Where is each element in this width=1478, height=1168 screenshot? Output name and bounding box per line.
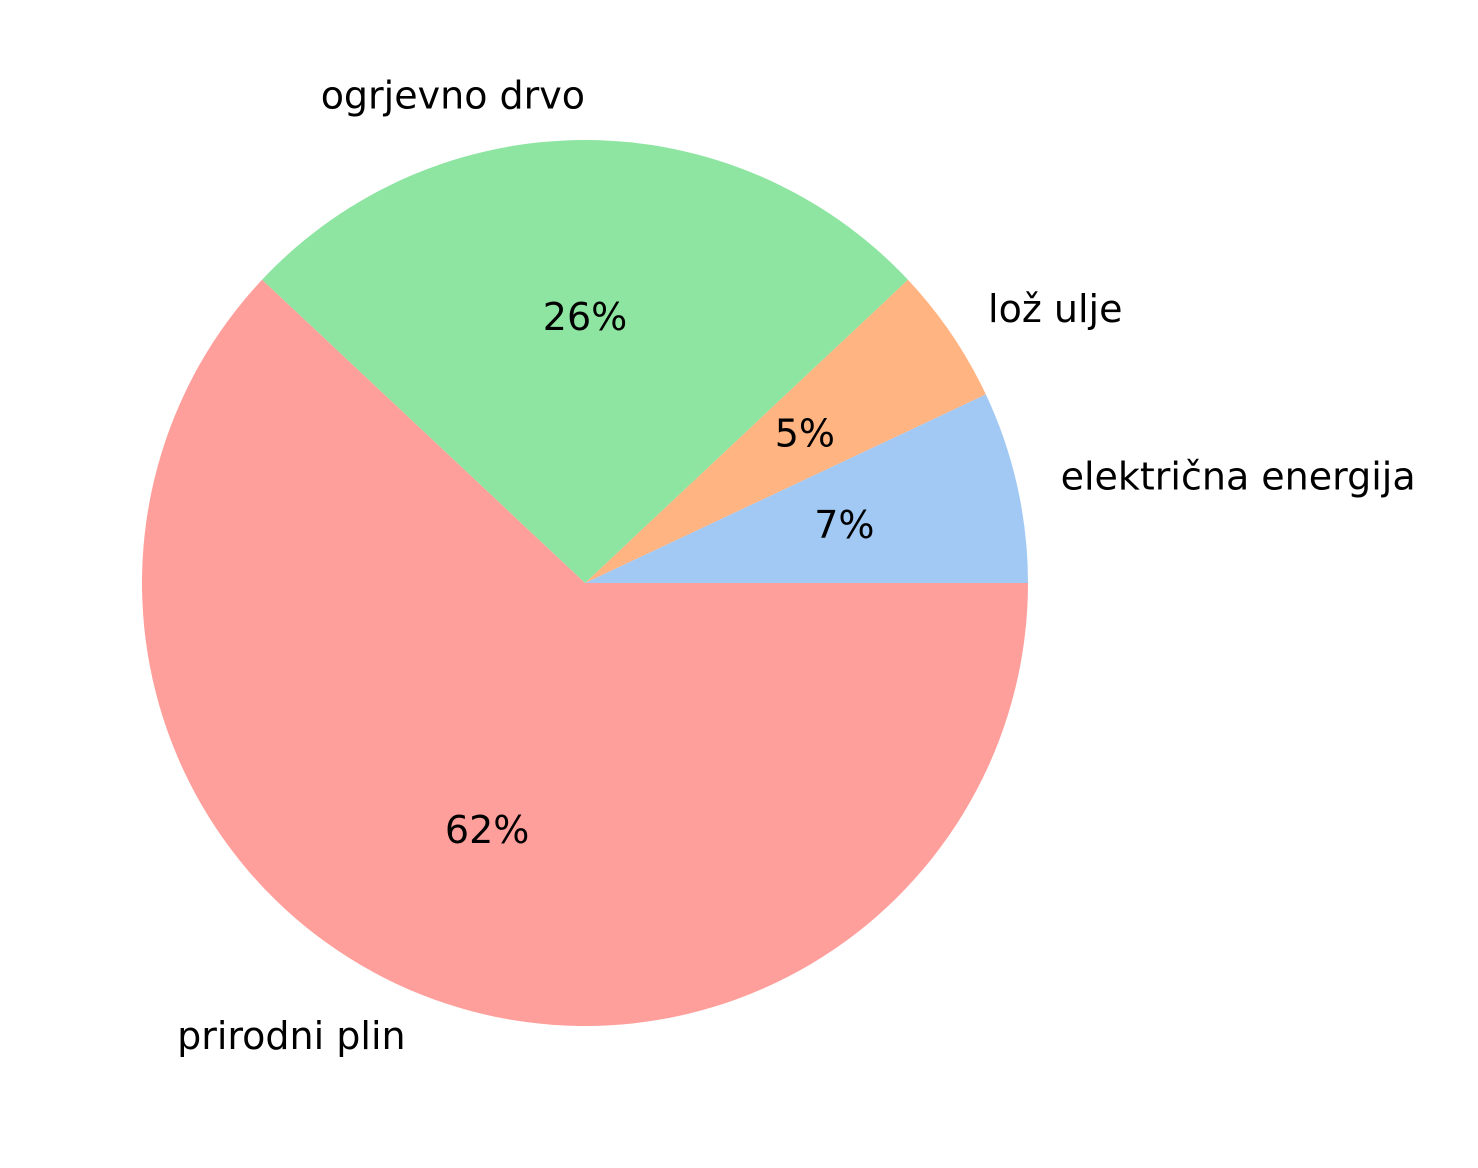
pct-label-prirodni-plin: 62%	[445, 808, 529, 852]
slice-label-loz-ulje: lož ulje	[988, 287, 1122, 331]
pie-slice-prirodni-plin	[142, 279, 1028, 1026]
pie-slice-elektricna-energija	[585, 394, 1028, 583]
pct-label-elektricna-energija: 7%	[814, 503, 874, 547]
pie-slices	[142, 140, 1028, 1026]
slice-label-prirodni-plin: prirodni plin	[177, 1014, 406, 1058]
pct-label-loz-ulje: 5%	[775, 412, 835, 456]
pie-labels: 7% električna energija 5% lož ulje 26% ogrjev…	[177, 74, 1416, 1058]
slice-label-ogrjevno-drvo: ogrjevno drvo	[321, 74, 585, 118]
pie-slice-ogrjevno-drvo	[262, 140, 908, 583]
pie-slice-loz-ulje	[585, 279, 986, 583]
pct-label-ogrjevno-drvo: 26%	[543, 295, 627, 339]
slice-label-elektricna-energija: električna energija	[1061, 455, 1416, 499]
